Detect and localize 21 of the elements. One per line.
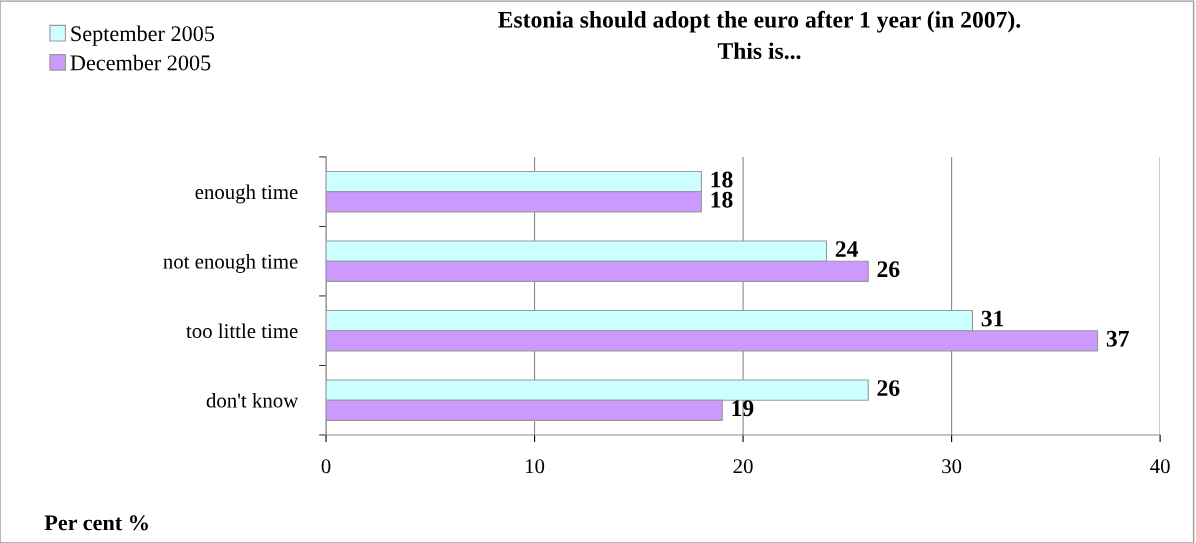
chart-title: Estonia should adopt the euro after 1 year (in 2007). This is... (498, 10, 1021, 60)
data-label: 31 (981, 310, 1004, 327)
data-label: 26 (877, 261, 900, 278)
x-tick-label: 30 (942, 459, 962, 474)
y-tick-label: don't know (206, 392, 299, 408)
legend-label: December 2005 (70, 54, 211, 71)
y-tick-label: not enough time (163, 253, 298, 273)
data-label: 26 (877, 380, 900, 397)
x-tick-label: 40 (1150, 459, 1170, 474)
legend-label: September 2005 (71, 25, 215, 46)
data-label: 19 (732, 400, 754, 417)
y-tick-label: enough time (195, 184, 298, 204)
y-tick-label: too little time (186, 323, 298, 339)
data-label: 18 (711, 191, 733, 208)
data-label: 37 (1106, 330, 1129, 347)
data-label: 24 (835, 241, 858, 257)
x-tick-label: 0 (321, 459, 331, 474)
x-tick-label: 20 (733, 459, 753, 474)
x-axis-title: Per cent % (44, 515, 148, 531)
data-label: 18 (711, 171, 733, 188)
x-tick-label: 10 (525, 459, 545, 474)
